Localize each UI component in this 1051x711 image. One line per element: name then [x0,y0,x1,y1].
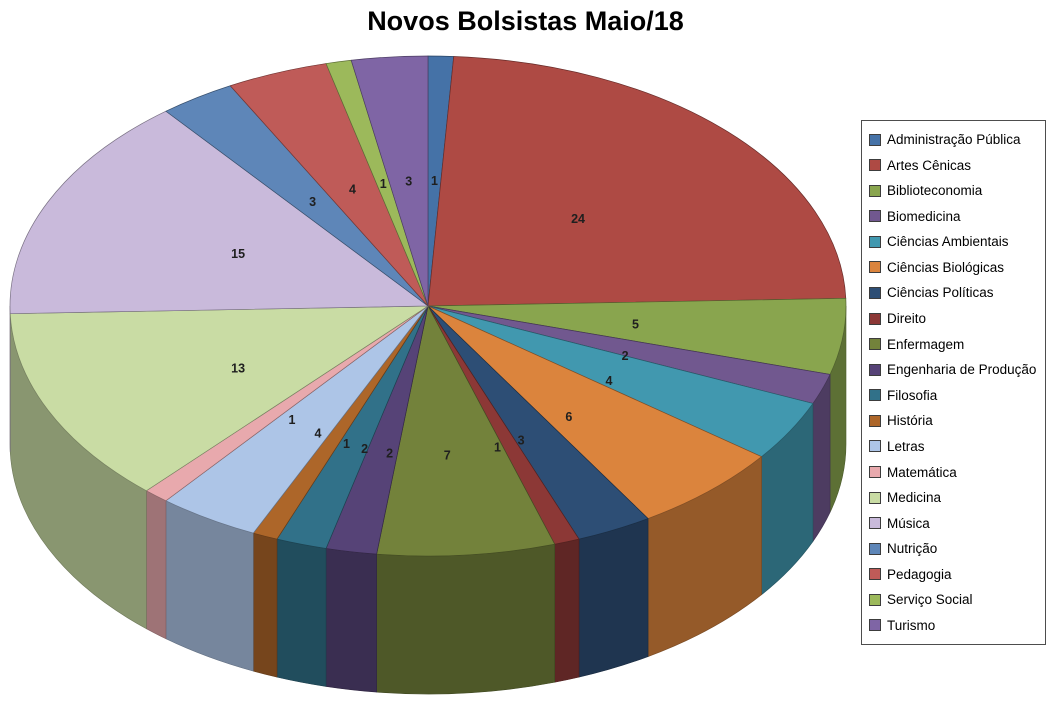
chart-title: Novos Bolsistas Maio/18 [367,6,684,36]
legend-item: Administração Pública [869,127,1038,152]
legend-label: Direito [887,311,927,327]
legend-swatch [869,184,881,197]
legend-swatch [869,440,881,453]
pie-slice-wall [252,532,278,678]
legend-swatch [869,159,881,172]
pie-data-label: 3 [518,433,525,447]
legend-swatch [869,363,881,376]
legend-item: Artes Cênicas [869,153,1038,178]
legend-swatch [869,517,881,530]
pie-slice-wall [376,543,556,695]
legend-item: Biomedicina [869,204,1038,229]
pie-slice [9,110,430,315]
legend-label: Matemática [887,464,957,480]
pie-data-label: 24 [571,212,585,226]
legend-label: Letras [887,438,925,454]
legend-swatch [869,491,881,504]
legend-swatch [869,210,881,223]
legend-label: Artes Cênicas [887,157,972,173]
legend-label: Medicina [887,490,942,506]
pie-slice [427,305,763,519]
pie-data-label: 4 [349,182,356,196]
pie-data-label: 4 [314,427,321,441]
legend-item: Enfermagem [869,332,1038,357]
legend-swatch [869,414,881,427]
pie-slice-wall [146,490,167,640]
pie-data-label: 3 [405,175,412,189]
legend-label: Música [887,515,930,531]
legend-item: Biblioteconomia [869,178,1038,203]
legend-label: Serviço Social [887,592,973,608]
pie-data-label: 1 [343,437,350,451]
legend-swatch [869,568,881,581]
legend-item: Música [869,511,1038,536]
legend-item: Serviço Social [869,587,1038,612]
legend-label: Ciências Biológicas [887,259,1005,275]
legend-swatch [869,593,881,606]
legend-label: Biomedicina [887,208,961,224]
legend: Administração Pública Artes Cênicas Biblio… [861,120,1046,645]
legend-item: Filosofia [869,383,1038,408]
pie-data-label: 6 [565,410,572,424]
pie-data-label: 5 [632,317,639,331]
pie-slice [350,55,429,307]
legend-item: Direito [869,306,1038,331]
pie-data-label: 1 [289,413,296,427]
legend-swatch [869,466,881,479]
pie-data-label: 15 [231,247,245,261]
pie-data-label: 7 [444,448,451,462]
legend-label: Pedagogia [887,566,952,582]
legend-item: Ciências Políticas [869,280,1038,305]
legend-item: Matemática [869,460,1038,485]
pie-slice-wall [554,538,580,683]
legend-label: Filosofia [887,387,938,403]
legend-item: Ciências Ambientais [869,229,1038,254]
legend-item: Pedagogia [869,562,1038,587]
legend-item: Medicina [869,485,1038,510]
legend-label: Ciências Ambientais [887,234,1009,250]
pie-data-label: 3 [309,195,316,209]
legend-swatch [869,133,881,146]
legend-swatch [869,619,881,632]
legend-item: Ciências Biológicas [869,255,1038,280]
legend-swatch [869,312,881,325]
legend-label: Biblioteconomia [887,183,983,199]
pie-data-label: 2 [386,446,393,460]
legend-swatch [869,542,881,555]
legend-swatch [869,235,881,248]
pie-data-label: 1 [431,174,438,188]
legend-label: Nutrição [887,541,938,557]
legend-item: Turismo [869,613,1038,638]
pie-slice-wall [578,518,649,678]
pie-data-label: 2 [361,442,368,456]
legend-label: Enfermagem [887,336,965,352]
pie-slice [9,305,430,492]
pie-slice [376,304,556,557]
legend-item: Letras [869,434,1038,459]
legend-item: Engenharia de Produção [869,357,1038,382]
pie-slice [427,56,847,307]
pie-data-label: 1 [494,440,501,454]
legend-label: História [887,413,933,429]
legend-label: Turismo [887,617,936,633]
legend-label: Ciências Políticas [887,285,994,301]
legend-swatch [869,261,881,274]
pie-data-label: 4 [606,374,613,388]
legend-item: História [869,408,1038,433]
pie-data-label: 13 [231,362,245,376]
pie-slice-wall [325,548,377,693]
legend-label: Administração Pública [887,132,1021,147]
pie-data-label: 1 [380,177,387,191]
legend-swatch [869,338,881,351]
legend-item: Nutrição [869,536,1038,561]
pie-slice-wall [276,538,327,687]
legend-swatch [869,286,881,299]
legend-swatch [869,389,881,402]
pie-data-label: 2 [622,349,629,363]
legend-label: Engenharia de Produção [887,362,1037,378]
